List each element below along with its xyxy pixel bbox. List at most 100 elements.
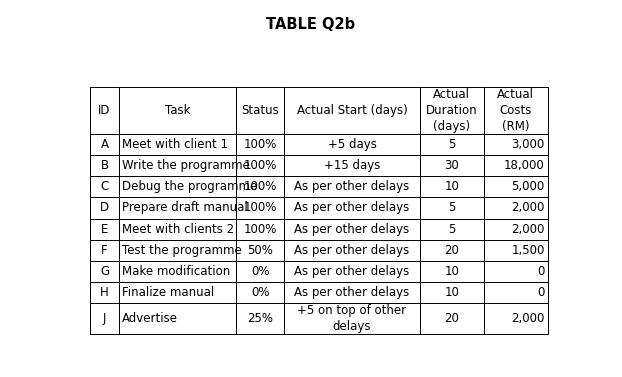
Bar bbox=[236, 240, 284, 261]
Text: +15 days: +15 days bbox=[324, 159, 380, 172]
Bar bbox=[119, 219, 236, 240]
Bar bbox=[90, 155, 119, 176]
Text: Actual Start (days): Actual Start (days) bbox=[297, 104, 407, 117]
Text: 0%: 0% bbox=[251, 286, 269, 299]
Text: 2,000: 2,000 bbox=[511, 201, 545, 215]
Bar bbox=[284, 261, 420, 282]
Bar bbox=[284, 240, 420, 261]
Text: Write the programme: Write the programme bbox=[122, 159, 250, 172]
Text: 25%: 25% bbox=[247, 312, 273, 325]
Bar bbox=[119, 303, 236, 334]
Text: 10: 10 bbox=[445, 180, 459, 193]
Bar bbox=[484, 197, 548, 219]
Text: Test the programme: Test the programme bbox=[122, 244, 242, 257]
Text: As per other delays: As per other delays bbox=[294, 286, 410, 299]
Bar bbox=[90, 261, 119, 282]
Text: Actual
Costs
(RM): Actual Costs (RM) bbox=[498, 88, 534, 133]
Bar bbox=[284, 134, 420, 155]
Bar bbox=[420, 219, 484, 240]
Bar bbox=[236, 176, 284, 197]
Bar bbox=[236, 303, 284, 334]
Text: Task: Task bbox=[165, 104, 190, 117]
Text: Finalize manual: Finalize manual bbox=[122, 286, 214, 299]
Text: A: A bbox=[100, 138, 108, 151]
Bar bbox=[119, 176, 236, 197]
Text: 0: 0 bbox=[537, 286, 545, 299]
Text: G: G bbox=[100, 265, 109, 278]
Bar bbox=[119, 197, 236, 219]
Bar bbox=[420, 87, 484, 134]
Bar bbox=[90, 197, 119, 219]
Bar bbox=[119, 134, 236, 155]
Text: TABLE Q2b: TABLE Q2b bbox=[266, 17, 356, 32]
Bar bbox=[119, 87, 236, 134]
Bar bbox=[420, 197, 484, 219]
Text: 5: 5 bbox=[448, 223, 455, 236]
Text: 5,000: 5,000 bbox=[512, 180, 545, 193]
Bar bbox=[420, 282, 484, 303]
Text: 10: 10 bbox=[445, 265, 459, 278]
Text: 100%: 100% bbox=[243, 180, 277, 193]
Text: +5 days: +5 days bbox=[328, 138, 376, 151]
Bar bbox=[236, 197, 284, 219]
Bar bbox=[119, 240, 236, 261]
Bar bbox=[484, 240, 548, 261]
Text: 0%: 0% bbox=[251, 265, 269, 278]
Text: As per other delays: As per other delays bbox=[294, 265, 410, 278]
Text: F: F bbox=[101, 244, 108, 257]
Bar bbox=[236, 87, 284, 134]
Text: Meet with client 1: Meet with client 1 bbox=[122, 138, 228, 151]
Text: 3,000: 3,000 bbox=[512, 138, 545, 151]
Bar bbox=[484, 261, 548, 282]
Text: 2,000: 2,000 bbox=[511, 312, 545, 325]
Text: 20: 20 bbox=[445, 244, 459, 257]
Text: Meet with clients 2: Meet with clients 2 bbox=[122, 223, 234, 236]
Bar bbox=[119, 261, 236, 282]
Bar bbox=[420, 155, 484, 176]
Text: Debug the programme: Debug the programme bbox=[122, 180, 258, 193]
Bar bbox=[90, 240, 119, 261]
Text: As per other delays: As per other delays bbox=[294, 244, 410, 257]
Bar bbox=[484, 282, 548, 303]
Bar bbox=[484, 219, 548, 240]
Text: B: B bbox=[100, 159, 108, 172]
Bar bbox=[236, 282, 284, 303]
Bar bbox=[484, 155, 548, 176]
Text: 1,500: 1,500 bbox=[511, 244, 545, 257]
Bar bbox=[284, 197, 420, 219]
Bar bbox=[90, 282, 119, 303]
Text: As per other delays: As per other delays bbox=[294, 223, 410, 236]
Text: Actual
Duration
(days): Actual Duration (days) bbox=[426, 88, 478, 133]
Bar bbox=[284, 282, 420, 303]
Text: H: H bbox=[100, 286, 109, 299]
Bar bbox=[90, 176, 119, 197]
Bar bbox=[484, 303, 548, 334]
Bar bbox=[284, 219, 420, 240]
Text: ID: ID bbox=[98, 104, 111, 117]
Text: 0: 0 bbox=[537, 265, 545, 278]
Text: 20: 20 bbox=[445, 312, 459, 325]
Bar bbox=[484, 176, 548, 197]
Text: Make modification: Make modification bbox=[122, 265, 230, 278]
Text: 100%: 100% bbox=[243, 159, 277, 172]
Text: Status: Status bbox=[241, 104, 279, 117]
Text: C: C bbox=[100, 180, 109, 193]
Text: 18,000: 18,000 bbox=[504, 159, 545, 172]
Bar bbox=[236, 134, 284, 155]
Text: 100%: 100% bbox=[243, 138, 277, 151]
Bar bbox=[236, 219, 284, 240]
Bar bbox=[420, 134, 484, 155]
Bar bbox=[90, 87, 119, 134]
Text: E: E bbox=[101, 223, 108, 236]
Bar bbox=[284, 87, 420, 134]
Text: Prepare draft manual: Prepare draft manual bbox=[122, 201, 248, 215]
Text: 10: 10 bbox=[445, 286, 459, 299]
Bar bbox=[236, 261, 284, 282]
Bar bbox=[284, 176, 420, 197]
Text: J: J bbox=[103, 312, 106, 325]
Bar bbox=[90, 219, 119, 240]
Bar bbox=[90, 303, 119, 334]
Text: 30: 30 bbox=[445, 159, 459, 172]
Text: 100%: 100% bbox=[243, 223, 277, 236]
Bar bbox=[420, 303, 484, 334]
